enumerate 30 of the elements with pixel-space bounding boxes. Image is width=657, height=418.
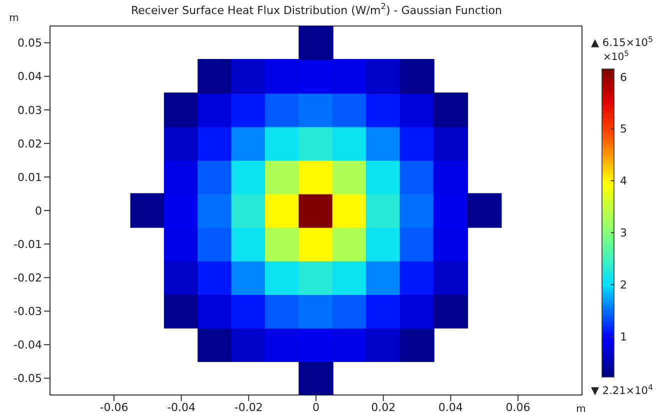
x-tick-label: 0.04 [438, 400, 463, 414]
chart-title: Receiver Surface Heat Flux Distribution (W/m$^{2}$) - Gaussian Function [131, 1, 502, 17]
text: ▼ 2.21×10$^{4}$ [591, 382, 653, 397]
y-tick-label: 0.05 [18, 36, 42, 50]
color-bar-label: 6 [620, 70, 627, 84]
color-bar-label: 4 [620, 174, 627, 188]
x-tick-label: -0.04 [167, 400, 196, 414]
color-bar-label: 2 [620, 278, 627, 292]
y-tick-label: 0.04 [18, 70, 42, 84]
color-bar-label: 3 [620, 226, 627, 240]
x-tick-label: 0 [312, 400, 320, 414]
color-bar-title: ×10$^{5}$ [603, 48, 630, 63]
color-bar-label: 1 [620, 330, 627, 344]
x-tick-label: 0.06 [506, 400, 530, 414]
y-tick-label: -0.04 [14, 338, 42, 352]
y-tick-label: 0 [35, 204, 42, 218]
y-tick-label: 0.03 [18, 104, 42, 117]
color-bar-label: 5 [620, 122, 627, 136]
text: ▲ 6.15×10$^{5}$ [591, 34, 653, 49]
y-axis-title: m [9, 13, 19, 24]
y-tick-label: -0.03 [14, 305, 42, 318]
y-tick-label: -0.02 [14, 271, 42, 284]
x-tick-label: -0.06 [100, 400, 128, 414]
y-tick-label: 0.01 [18, 170, 42, 184]
y-tick-label: -0.05 [14, 372, 42, 386]
y-tick-label: -0.01 [14, 238, 42, 251]
y-tick-label: 0.02 [18, 137, 42, 150]
x-axis-title: m [576, 404, 586, 415]
x-tick-label: 0.02 [371, 400, 396, 414]
x-tick-label: -0.02 [234, 400, 263, 414]
